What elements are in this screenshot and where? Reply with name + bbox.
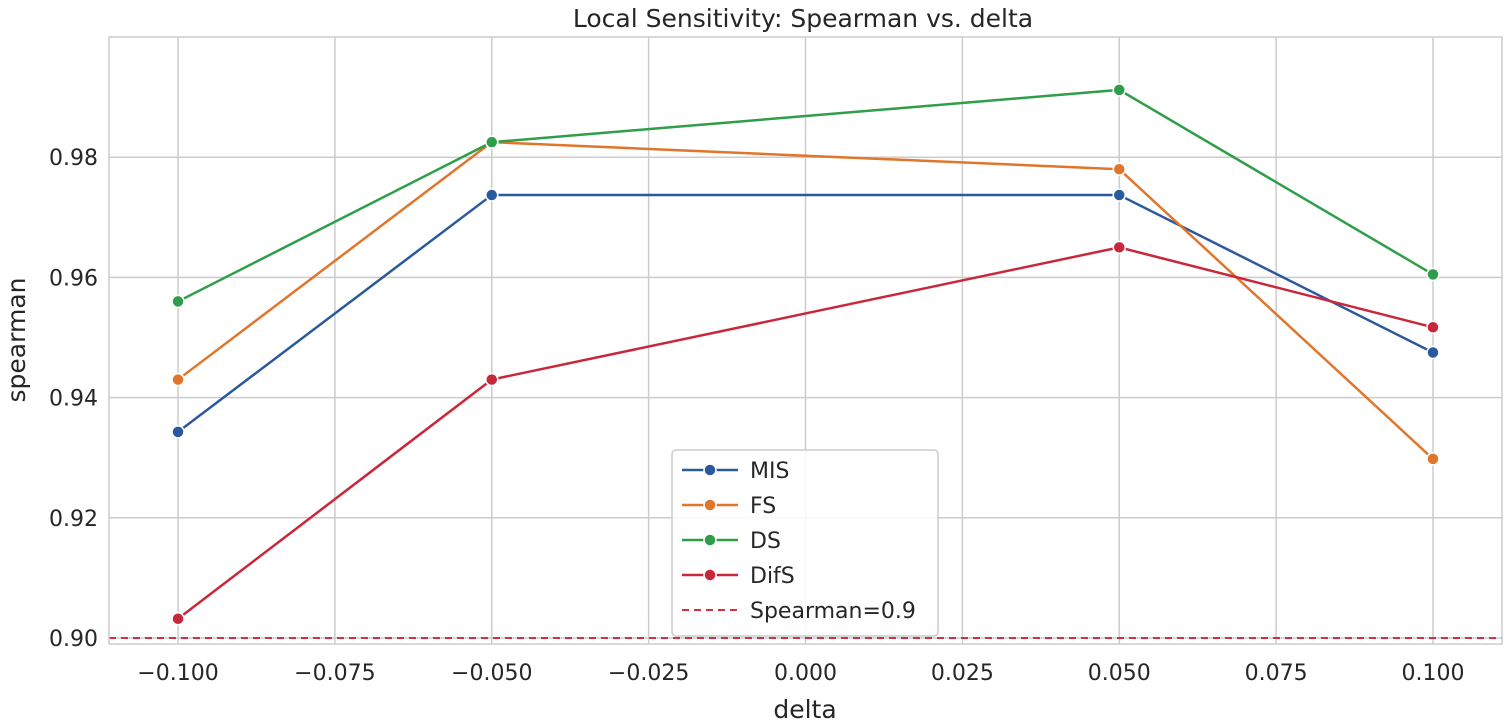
y-axis-label: spearman — [2, 278, 31, 403]
legend-label-fs: FS — [750, 494, 776, 519]
data-point-difs — [485, 372, 499, 387]
x-axis-label: delta — [773, 695, 836, 722]
legend-label-difs: DifS — [750, 564, 795, 589]
x-tick-label: −0.050 — [451, 661, 532, 686]
series-fs — [171, 135, 1440, 466]
data-point-mis — [1426, 345, 1440, 360]
x-tick-label: −0.100 — [137, 661, 218, 686]
data-point-mis — [485, 188, 499, 202]
x-tick-label: 0.050 — [1088, 661, 1151, 686]
grid — [109, 37, 1502, 644]
legend-label-reference: Spearman=0.9 — [750, 599, 916, 624]
y-tick-label: 0.92 — [49, 507, 98, 532]
legend-marker-fs — [703, 498, 717, 512]
y-tick-label: 0.96 — [49, 266, 98, 291]
data-point-ds — [1426, 267, 1440, 282]
data-point-difs — [1426, 320, 1440, 335]
data-point-ds — [1112, 83, 1126, 97]
y-tick-label: 0.98 — [49, 146, 98, 171]
plot-frame — [108, 36, 1503, 645]
legend-label-mis: MIS — [750, 459, 789, 484]
y-tick-label: 0.90 — [49, 627, 98, 652]
data-point-mis — [171, 425, 185, 439]
series-difs — [171, 240, 1440, 626]
series-line-ds — [177, 88, 1434, 303]
series-layer — [171, 83, 1440, 626]
data-point-fs — [1112, 162, 1126, 176]
legend: MIS FS DS DifS Spearman=0.9 — [671, 449, 939, 637]
x-tick-label: 0.025 — [931, 661, 994, 686]
x-tick-label: 0.100 — [1401, 661, 1464, 686]
y-tick-label: 0.94 — [49, 387, 98, 412]
legend-label-ds: DS — [750, 529, 781, 554]
data-point-fs — [171, 372, 185, 387]
legend-marker-difs — [703, 568, 717, 582]
chart-title: Local Sensitivity: Spearman vs. delta — [573, 4, 1033, 33]
x-tick-label: 0.000 — [774, 661, 837, 686]
legend-marker-ds — [703, 533, 717, 547]
x-tick-label: −0.075 — [294, 661, 375, 686]
data-point-ds — [171, 294, 185, 309]
series-ds — [171, 83, 1440, 309]
data-point-difs — [1112, 240, 1126, 255]
series-line-mis — [177, 193, 1434, 433]
x-tick-label: −0.025 — [608, 661, 689, 686]
data-point-fs — [1426, 452, 1440, 466]
y-axis-ticks: 0.90 0.92 0.94 0.96 0.98 — [49, 146, 98, 652]
x-axis-ticks: −0.100 −0.075 −0.050 −0.025 0.000 0.025 0.050 0… — [137, 661, 1464, 686]
series-line-fs — [177, 140, 1434, 460]
series-line-difs — [177, 246, 1434, 620]
legend-marker-mis — [703, 463, 717, 477]
x-tick-label: 0.075 — [1245, 661, 1308, 686]
data-point-difs — [171, 612, 185, 626]
legend-box — [671, 449, 939, 637]
series-mis — [171, 188, 1440, 439]
data-point-mis — [1112, 188, 1126, 202]
data-point-ds — [485, 135, 499, 149]
